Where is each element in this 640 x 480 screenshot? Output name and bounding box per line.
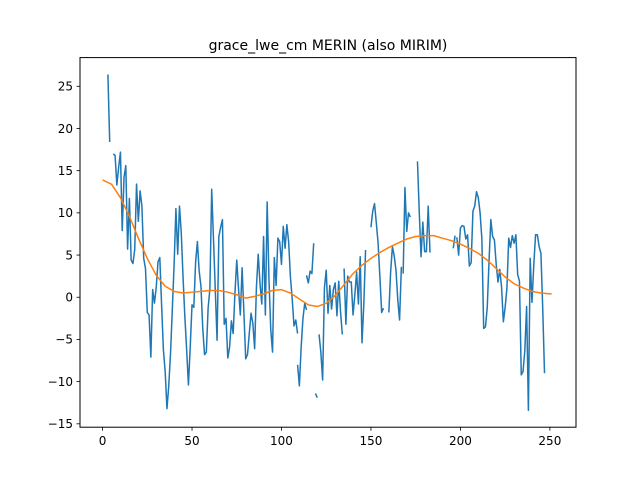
x-tick-label: 50 bbox=[184, 434, 199, 448]
series-0-line-segment-1 bbox=[112, 151, 299, 410]
series-0-line-segment-3 bbox=[305, 243, 315, 284]
x-tick-label: 0 bbox=[99, 434, 107, 448]
series-0-line-segment-4 bbox=[314, 393, 318, 398]
y-tick-label: 25 bbox=[58, 80, 73, 94]
y-axis: −15 −10 −5 0 5 10 15 20 25 bbox=[48, 80, 80, 431]
series-0-line-segment-8 bbox=[388, 245, 403, 321]
series-0-line-segment-9 bbox=[402, 186, 412, 274]
y-tick-label: 15 bbox=[58, 164, 73, 178]
series-0-line-segment-0 bbox=[107, 74, 111, 142]
x-tick-label: 200 bbox=[449, 434, 472, 448]
series-0-line-segment-7 bbox=[370, 202, 385, 314]
y-tick-label: −15 bbox=[48, 417, 73, 431]
axes-frame bbox=[79, 57, 577, 428]
plot-area bbox=[102, 74, 552, 412]
x-tick-label: 100 bbox=[270, 434, 293, 448]
x-tick-label: 250 bbox=[538, 434, 561, 448]
x-axis: 0 50 100 150 200 250 bbox=[99, 427, 561, 448]
series-0-line-segment-2 bbox=[296, 302, 308, 387]
y-tick-label: 20 bbox=[58, 122, 73, 136]
series-0-line-segment-10 bbox=[416, 161, 431, 258]
y-tick-label: 5 bbox=[65, 248, 73, 262]
x-tick-label: 150 bbox=[359, 434, 382, 448]
y-tick-label: −10 bbox=[48, 375, 73, 389]
series-1-line-segment-0 bbox=[102, 179, 552, 308]
series-0-line-segment-12 bbox=[456, 191, 546, 412]
series-0-line-segment-6 bbox=[343, 249, 367, 344]
y-tick-label: −5 bbox=[55, 333, 73, 347]
y-tick-label: 0 bbox=[65, 291, 73, 305]
y-tick-label: 10 bbox=[58, 206, 73, 220]
series-0-line-segment-5 bbox=[318, 269, 344, 381]
chart-title: grace_lwe_cm MERIN (also MIRIM) bbox=[209, 38, 448, 54]
